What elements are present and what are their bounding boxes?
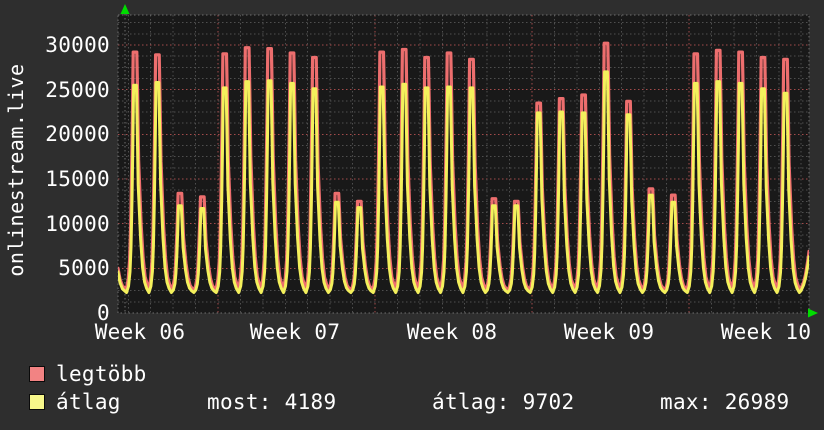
series-atlag-avg-line: [118, 70, 809, 294]
legend-swatch-legtobb: [29, 366, 45, 382]
x-week-label: Week 10: [720, 320, 812, 344]
y-axis-arrow-icon: [120, 4, 130, 14]
x-week-label: Week 09: [563, 320, 655, 344]
y-tick-label: 5000: [58, 256, 110, 280]
stat-most: most: 4189: [207, 390, 336, 414]
x-axis-arrow-icon: [808, 308, 818, 318]
stat-max-value: 26989: [724, 390, 790, 414]
stat-max: max: 26989: [660, 390, 789, 414]
y-tick-label: 15000: [45, 167, 110, 191]
legend-label-atlag: átlag: [56, 390, 121, 414]
stat-atlag: átlag: 9702: [432, 390, 574, 414]
stat-atlag-value: 9702: [522, 390, 575, 414]
legend-swatch-atlag: [29, 394, 45, 410]
y-tick-label: 25000: [45, 78, 110, 102]
y-tick-label: 30000: [45, 33, 110, 57]
stat-max-label: max:: [660, 390, 712, 414]
x-week-label: Week 07: [249, 320, 341, 344]
y-tick-label: 0: [97, 301, 110, 325]
legend-label-legtobb: legtöbb: [56, 362, 147, 386]
stat-most-value: 4189: [284, 390, 337, 414]
y-tick-label: 10000: [45, 212, 110, 236]
y-tick-label: 20000: [45, 122, 110, 146]
x-week-label: Week 06: [94, 320, 186, 344]
stat-atlag-label: átlag:: [432, 390, 510, 414]
x-week-label: Week 08: [406, 320, 498, 344]
stat-most-label: most:: [207, 390, 272, 414]
